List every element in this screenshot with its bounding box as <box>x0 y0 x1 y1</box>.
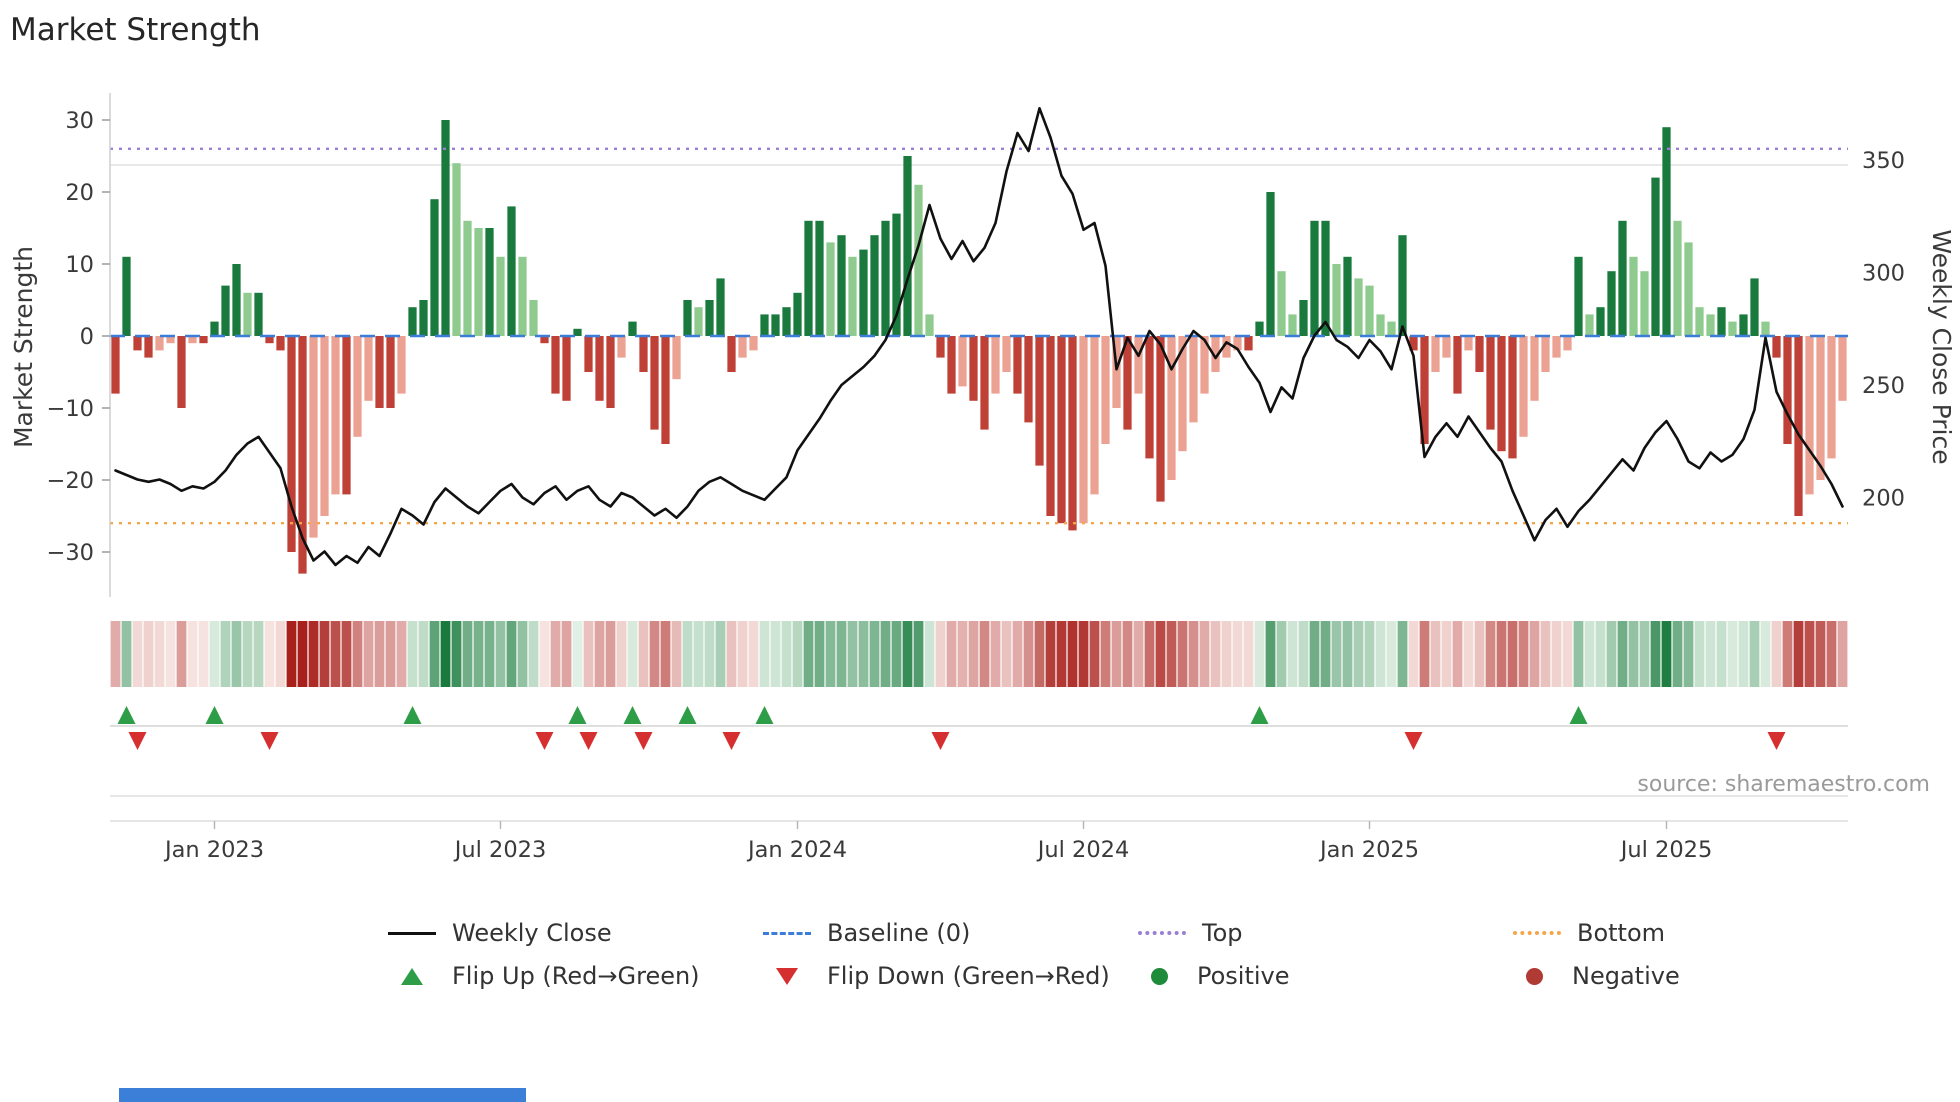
svg-text:0: 0 <box>80 324 94 350</box>
svg-text:Jul 2024: Jul 2024 <box>1036 837 1130 863</box>
svg-text:Jul 2023: Jul 2023 <box>453 837 547 863</box>
chart-footer: source: sharemaestro.com Jan 2023 Jul 2023… <box>110 772 1930 863</box>
svg-text:−20: −20 <box>47 468 94 494</box>
axes: 30 20 10 0 −10 −20 −30 350 300 250 200 Market Stren… <box>9 93 1956 597</box>
legend-top-label: Top <box>1202 919 1243 947</box>
flip-down-marker <box>128 732 147 750</box>
legend-baseline: Baseline (0) <box>763 915 1138 951</box>
svg-text:30: 30 <box>65 108 94 134</box>
flip-down-marker <box>722 732 741 750</box>
svg-text:200: 200 <box>1862 486 1905 512</box>
weekly-close-line-swatch <box>388 931 436 935</box>
legend-positive-label: Positive <box>1197 962 1290 990</box>
bottom-dotted-swatch <box>1513 931 1561 935</box>
flip-up-marker <box>117 706 136 724</box>
top-dotted-swatch <box>1138 931 1186 935</box>
flip-down-triangle-icon <box>776 967 798 985</box>
svg-text:20: 20 <box>65 180 94 206</box>
flip-down-marker <box>634 732 653 750</box>
flip-down-marker <box>579 732 598 750</box>
page-title: Market Strength <box>10 12 261 48</box>
flip-up-marker <box>205 706 224 724</box>
svg-text:Jan 2024: Jan 2024 <box>746 837 847 863</box>
legend-flip-up: Flip Up (Red→Green) <box>388 958 763 994</box>
flip-down-marker <box>535 732 554 750</box>
flip-up-triangle-icon <box>401 967 423 985</box>
flip-down-marker <box>931 732 950 750</box>
svg-text:Jul 2025: Jul 2025 <box>1619 837 1713 863</box>
heatmap-strip <box>110 621 1848 687</box>
flip-up-marker <box>678 706 697 724</box>
svg-text:350: 350 <box>1862 148 1905 174</box>
flip-up-marker <box>1250 706 1269 724</box>
legend-baseline-label: Baseline (0) <box>827 919 971 947</box>
svg-text:300: 300 <box>1862 261 1905 287</box>
legend-flip-up-label: Flip Up (Red→Green) <box>452 962 700 990</box>
chart-legend: Weekly Close Baseline (0) Top Bottom Fli… <box>0 915 1960 994</box>
svg-text:10: 10 <box>65 252 94 278</box>
svg-text:−10: −10 <box>47 396 94 422</box>
flip-markers <box>110 706 1848 750</box>
legend-weekly-close: Weekly Close <box>388 915 763 951</box>
svg-text:250: 250 <box>1862 373 1905 399</box>
source-text: source: sharemaestro.com <box>1637 772 1930 797</box>
legend-flip-down: Flip Down (Green→Red) <box>763 958 1138 994</box>
legend-flip-down-label: Flip Down (Green→Red) <box>827 962 1110 990</box>
svg-text:−30: −30 <box>47 540 94 566</box>
flip-up-marker <box>403 706 422 724</box>
svg-text:Market Strength: Market Strength <box>9 246 38 448</box>
flip-up-marker <box>1569 706 1588 724</box>
flip-down-marker <box>260 732 279 750</box>
legend-top: Top <box>1138 915 1513 951</box>
svg-text:Jan 2023: Jan 2023 <box>163 837 264 863</box>
negative-dot-icon <box>1526 967 1543 985</box>
legend-negative: Negative <box>1513 958 1888 994</box>
legend-positive: Positive <box>1138 958 1513 994</box>
bottom-scrollbar-thumb[interactable] <box>119 1088 526 1102</box>
flip-up-marker <box>568 706 587 724</box>
svg-text:Weekly Close Price: Weekly Close Price <box>1927 229 1956 464</box>
strength-bars <box>111 120 1847 574</box>
positive-dot-icon <box>1151 967 1168 985</box>
market-strength-chart: 30 20 10 0 −10 −20 −30 350 300 250 200 Market Stren… <box>9 93 1956 863</box>
baseline-dash-swatch <box>763 931 811 935</box>
legend-weekly-close-label: Weekly Close <box>452 919 612 947</box>
flip-down-marker <box>1767 732 1786 750</box>
legend-negative-label: Negative <box>1572 962 1680 990</box>
flip-up-marker <box>755 706 774 724</box>
legend-bottom-label: Bottom <box>1577 919 1666 947</box>
flip-down-marker <box>1404 732 1423 750</box>
reference-lines <box>110 147 1848 525</box>
flip-up-marker <box>623 706 642 724</box>
svg-text:Jan 2025: Jan 2025 <box>1318 837 1419 863</box>
legend-bottom: Bottom <box>1513 915 1888 951</box>
weekly-close-line <box>114 107 1844 567</box>
